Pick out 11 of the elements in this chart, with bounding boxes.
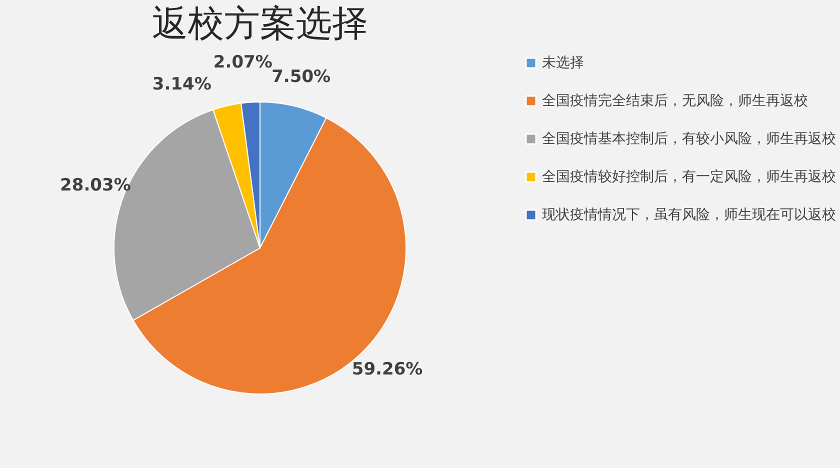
legend-label: 全国疫情较好控制后，有一定风险，师生再返校 xyxy=(542,169,836,185)
data-label: 2.07% xyxy=(213,52,272,72)
legend-label: 现状疫情情况下，虽有风险，师生现在可以返校 xyxy=(542,207,836,223)
data-label: 59.26% xyxy=(352,360,423,380)
data-label: 3.14% xyxy=(152,74,212,94)
legend-label: 全国疫情基本控制后，有较小风险，师生再返校 xyxy=(542,131,836,147)
legend-label: 未选择 xyxy=(542,55,584,71)
data-label: 7.50% xyxy=(272,66,331,87)
chart-title: 返校方案选择 xyxy=(152,3,368,44)
data-label: 28.03% xyxy=(60,176,131,196)
legend-label: 全国疫情完全结束后，无风险，师生再返校 xyxy=(542,93,808,109)
